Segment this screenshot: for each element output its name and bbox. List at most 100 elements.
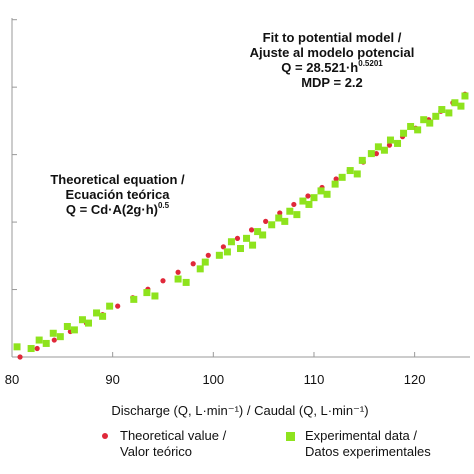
experimental-point <box>461 92 469 100</box>
experimental-point <box>353 170 361 178</box>
fit-annotation-line2: Ajuste al modelo potencial <box>249 45 415 60</box>
experimental-point <box>457 102 465 110</box>
experimental-point <box>196 265 204 273</box>
legend-theoretical-label-en: Theoretical value / <box>120 428 227 443</box>
experimental-point <box>310 194 318 202</box>
theoretical-point <box>277 210 283 216</box>
fit-equation-exponent: 0.5201 <box>358 59 383 68</box>
fit-annotation-line1: Fit to potential model / <box>262 30 402 45</box>
experimental-point <box>317 187 325 195</box>
x-axis-title: Discharge (Q, L·min⁻¹) / Caudal (Q, L·mi… <box>111 403 368 418</box>
experimental-point <box>254 228 262 236</box>
theoretical-point <box>373 151 379 157</box>
experimental-point <box>420 116 428 124</box>
experimental-point <box>151 292 159 300</box>
theory-annotation-line2: Ecuación teórica <box>65 187 170 202</box>
square-marker-icon <box>286 432 295 441</box>
legend-experimental-label-en: Experimental data / <box>305 428 418 443</box>
x-tick-label: 80 <box>5 372 19 387</box>
x-tick-label: 100 <box>202 372 224 387</box>
theoretical-point <box>386 142 393 148</box>
experimental-point <box>174 275 182 283</box>
experimental-point <box>268 221 276 229</box>
theoretical-point <box>220 244 226 250</box>
experimental-point <box>407 122 415 130</box>
experimental-point <box>293 211 301 219</box>
experimental-point <box>426 119 434 127</box>
experimental-point <box>346 167 354 175</box>
legend-experimental-label: Experimental data / Datos experimentales <box>305 428 431 460</box>
experimental-point <box>259 231 267 239</box>
theory-annotation-line1: Theoretical equation / <box>50 172 185 187</box>
theoretical-point <box>51 337 57 343</box>
experimental-point <box>63 322 71 330</box>
experimental-point <box>331 180 339 188</box>
experimental-point <box>374 143 382 151</box>
experimental-point <box>367 150 375 158</box>
theoretical-point <box>248 227 255 233</box>
fit-equation-base: Q = 28.521·h <box>281 60 359 75</box>
experimental-point <box>78 316 86 324</box>
experimental-point <box>275 214 283 222</box>
theoretical-point <box>175 269 181 275</box>
experimental-point <box>236 245 244 253</box>
experimental-point <box>182 278 190 286</box>
experimental-point <box>286 207 294 215</box>
experimental-point <box>249 241 257 249</box>
experimental-point <box>42 339 50 347</box>
experimental-point <box>143 289 151 297</box>
circle-marker-icon <box>102 433 108 439</box>
experimental-point <box>106 302 114 310</box>
experimental-point <box>358 156 366 164</box>
experimental-point <box>380 146 388 154</box>
x-tick-label: 120 <box>404 372 426 387</box>
experimental-point <box>323 190 331 198</box>
theoretical-point <box>17 354 23 360</box>
experimental-point <box>414 126 422 134</box>
legend-experimental-label-es: Datos experimentales <box>305 444 431 459</box>
experimental-point <box>13 343 21 351</box>
axes: 80 90 100 110 120 <box>5 18 470 387</box>
experimental-point <box>243 234 251 242</box>
theoretical-point <box>190 261 196 267</box>
experimental-point <box>438 106 446 114</box>
experimental-point <box>99 312 107 320</box>
experimental-point <box>93 309 101 317</box>
experimental-point <box>227 238 235 246</box>
chart-marks <box>13 91 469 360</box>
experimental-point <box>215 251 223 259</box>
experimental-point <box>338 173 346 181</box>
fit-annotation-line4: MDP = 2.2 <box>301 75 363 90</box>
experimental-point <box>451 99 459 107</box>
experimental-point <box>394 139 402 147</box>
theoretical-point <box>291 201 297 208</box>
experimental-point <box>70 326 78 334</box>
theoretical-point <box>115 303 121 309</box>
theoretical-point <box>234 235 241 241</box>
theoretical-point <box>160 278 166 284</box>
fit-annotation-line3: Q = 28.521·h0.5201 <box>232 59 432 76</box>
experimental-point <box>223 248 231 256</box>
experimental-point <box>400 129 408 137</box>
experimental-point <box>281 217 289 225</box>
experimental-point <box>49 329 57 337</box>
theory-equation-base: Q = Cd·A(2g·h) <box>65 202 158 217</box>
experimental-point <box>386 136 394 144</box>
theory-annotation-line3: Q = Cd·A(2g·h)0.5 <box>30 202 205 218</box>
experimental-point <box>299 197 307 205</box>
experimental-point <box>27 345 35 353</box>
legend-theoretical-label: Theoretical value / Valor teórico <box>120 428 226 460</box>
theoretical-point <box>205 252 211 258</box>
theoretical-point <box>34 345 40 352</box>
theoretical-point <box>333 176 339 182</box>
theoretical-point <box>263 218 269 224</box>
experimental-point <box>85 319 93 327</box>
experimental-point <box>130 295 138 303</box>
theoretical-point <box>305 193 311 199</box>
experimental-point <box>56 333 64 341</box>
x-tick-label: 110 <box>304 372 325 387</box>
experimental-point <box>305 200 313 208</box>
x-tick-label: 90 <box>105 372 119 387</box>
experimental-point <box>201 258 209 266</box>
